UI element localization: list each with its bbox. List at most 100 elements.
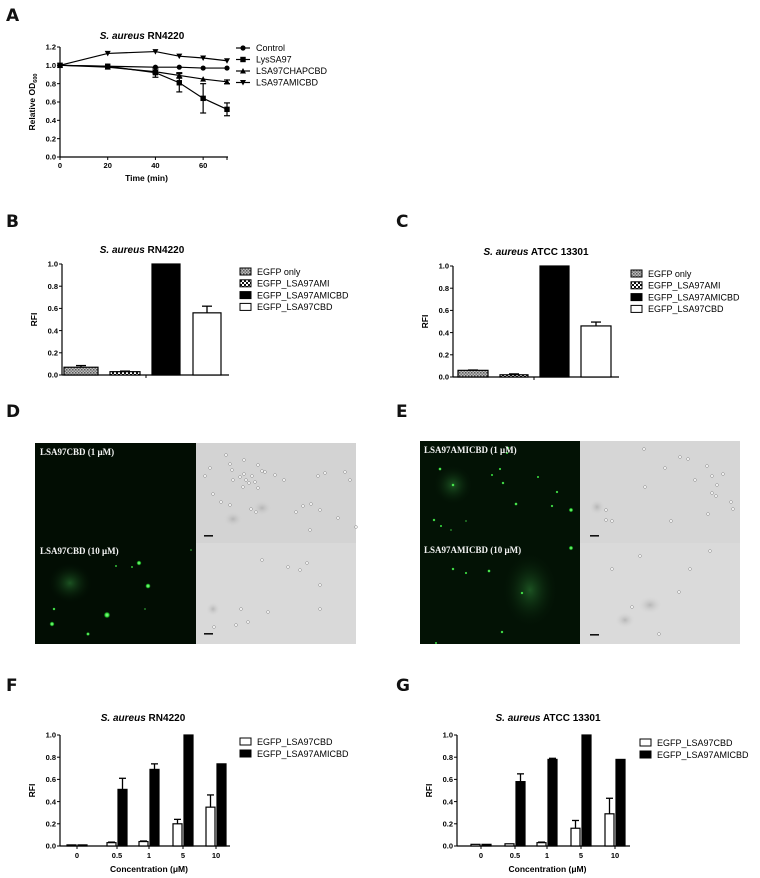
- bacterial-cell: [316, 474, 320, 478]
- marker-circle: [176, 64, 182, 70]
- y-tick-label: 0.6: [443, 775, 453, 784]
- brightfield-image-d-top: [196, 443, 356, 543]
- bar-egfp-lsa97amicbd: [615, 758, 626, 847]
- bar-egfp-lsa97amicbd: [149, 763, 160, 847]
- x-tick-label: 10: [611, 851, 619, 860]
- bacterial-cell: [247, 481, 251, 485]
- bacterial-cell: [228, 462, 232, 466]
- bacterial-cell: [721, 472, 725, 476]
- panel-label-b: B: [6, 212, 19, 232]
- bar-egfp-lsa97cbd: [504, 843, 515, 847]
- fluorescent-spot: [568, 507, 574, 513]
- panel-label-a: A: [6, 6, 20, 26]
- bar: [192, 312, 222, 376]
- bar: [604, 813, 615, 847]
- bacterial-cell: [230, 468, 234, 472]
- marker-triangle-down: [176, 53, 183, 60]
- bacterial-cell: [308, 528, 312, 532]
- marker-triangle-down: [240, 80, 246, 86]
- bacterial-cell: [224, 453, 228, 457]
- bacterial-cell: [657, 632, 661, 636]
- y-tick-label: 0.4: [439, 328, 450, 337]
- bar-egfp-lsa97cbd: [536, 841, 547, 847]
- marker-circle: [240, 45, 246, 51]
- y-axis-label: RFI: [420, 315, 430, 329]
- legend-label: EGFP_LSA97AMI: [648, 281, 721, 291]
- bar: [77, 844, 88, 847]
- legend-label: LSA97AMICBD: [256, 78, 319, 88]
- marker-triangle-up: [176, 72, 183, 78]
- fluorescent-spot: [145, 583, 151, 589]
- legend-item: LSA97CHAPCBD: [236, 66, 328, 76]
- marker-triangle-up: [152, 68, 159, 75]
- bacterial-cell: [286, 565, 290, 569]
- fluorescent-spot: [490, 473, 494, 477]
- bar: [183, 734, 194, 847]
- x-tick-label: 5: [579, 851, 583, 860]
- y-axis-label: Relative OD600: [27, 74, 39, 131]
- fluorescent-spot: [506, 446, 510, 450]
- bar: [581, 734, 592, 847]
- bar-egfp-lsa97cbd: [470, 843, 481, 847]
- y-tick-label: 0.2: [443, 820, 453, 829]
- y-tick-label: 0.6: [46, 775, 56, 784]
- fluorescent-spot: [487, 569, 491, 573]
- bacterial-cell: [244, 478, 248, 482]
- scale-bar: [204, 535, 213, 537]
- bar: [547, 758, 558, 847]
- fluorescent-spot: [498, 467, 502, 471]
- legend-swatch: [639, 750, 652, 759]
- chart-title: S. aureus RN4220: [100, 245, 185, 256]
- chart-title: S. aureus RN4220: [100, 31, 185, 42]
- bacterial-cell: [630, 605, 634, 609]
- chart-c-rfi-atcc13301: S. aureus ATCC 13301 0.0 0.2 0.4 0.6 0.8 1.0 RF…: [420, 247, 740, 382]
- bacterial-cell: [343, 470, 347, 474]
- bacterial-cell: [686, 457, 690, 461]
- bacterial-cell: [239, 607, 243, 611]
- bacterial-cell: [249, 507, 253, 511]
- y-tick-label: 1.0: [48, 260, 58, 269]
- bar-egfp-only: [63, 364, 99, 376]
- bacterial-cell: [219, 500, 223, 504]
- y-tick-label: 0.2: [46, 820, 56, 829]
- bacterial-cell: [731, 507, 735, 511]
- legend-label: EGFP_LSA97CBD: [257, 737, 333, 747]
- legend-swatch: [630, 293, 643, 302]
- legend-swatch: [630, 304, 643, 313]
- legend-item: EGFP_LSA97AMICBD: [639, 750, 749, 760]
- bacterial-cell: [318, 583, 322, 587]
- bacterial-cell: [678, 455, 682, 459]
- bar-egfp-lsa97amicbd: [515, 773, 526, 847]
- bar: [149, 768, 160, 847]
- y-tick-label: 1.0: [46, 61, 56, 70]
- legend-label: LysSA97: [256, 55, 292, 65]
- bar: [615, 758, 626, 847]
- x-tick-label: 1: [147, 851, 151, 860]
- fluorescent-spot: [568, 545, 574, 551]
- legend-label: EGFP_LSA97CBD: [257, 302, 333, 312]
- fluorescent-spot: [505, 451, 509, 455]
- y-tick-label: 0.0: [46, 153, 56, 162]
- bacterial-cell: [242, 458, 246, 462]
- bar: [470, 843, 481, 847]
- fluorescent-spot: [439, 524, 443, 528]
- y-tick-label: 0.4: [46, 797, 57, 806]
- y-tick-label: 0.2: [48, 349, 58, 358]
- panel-label-d: D: [6, 402, 21, 422]
- legend-item: EGFP only: [239, 267, 301, 277]
- panel-label-e: E: [396, 402, 408, 422]
- bacterial-cell: [273, 473, 277, 477]
- x-tick-label: 1: [545, 851, 549, 860]
- marker-square: [176, 80, 182, 86]
- bar-egfp-lsa97amicbd: [117, 777, 128, 847]
- bar-egfp-lsa97cbd: [138, 840, 149, 847]
- marker-triangle-up: [240, 68, 246, 74]
- fluorescent-spot: [130, 565, 134, 569]
- bacterial-cell: [710, 474, 714, 478]
- y-tick-label: 0.0: [48, 371, 58, 380]
- bar-egfp-lsa97cbd: [66, 844, 77, 847]
- bacterial-cell: [677, 590, 681, 594]
- bacterial-cell: [242, 472, 246, 476]
- bacterial-cell: [250, 474, 254, 478]
- chart-title: S. aureus ATCC 13301: [483, 247, 588, 258]
